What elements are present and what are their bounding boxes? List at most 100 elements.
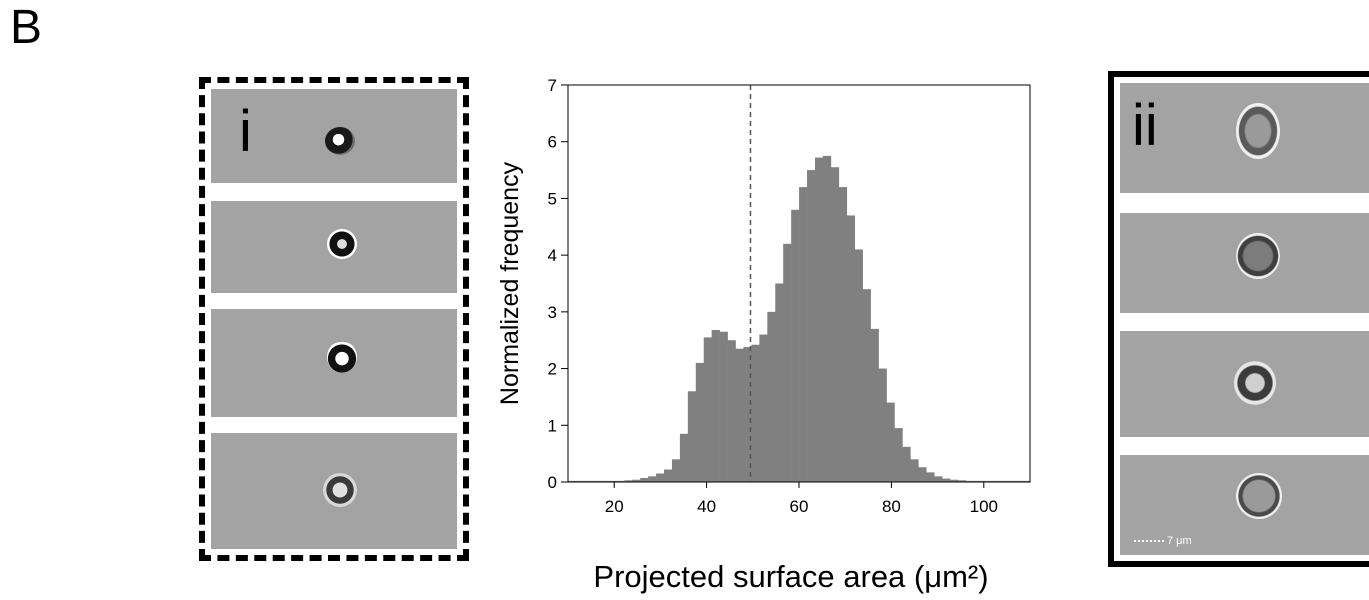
histogram-bar: [1021, 480, 1030, 482]
histogram-bar: [632, 479, 641, 482]
histogram-bar: [711, 330, 720, 482]
cell-image-strip: i: [211, 89, 457, 183]
x-tick-label: 40: [697, 497, 716, 516]
histogram-bar: [934, 476, 943, 482]
x-tick-label: 20: [605, 497, 624, 516]
x-tick-label: 100: [970, 497, 998, 516]
histogram-bar: [894, 428, 903, 482]
histogram-bar: [616, 480, 625, 482]
histogram-bar: [918, 467, 927, 482]
histogram-bar: [679, 433, 689, 482]
x-tick-label: 60: [790, 497, 809, 516]
cell-image-panel-i: i: [199, 77, 469, 561]
histogram-bar: [727, 340, 736, 482]
y-tick-label: 0: [548, 473, 557, 492]
histogram-bar: [973, 480, 983, 482]
histogram-bar: [576, 480, 585, 482]
histogram-bar: [862, 289, 871, 482]
histogram-bar: [814, 157, 824, 482]
histogram-bar: [886, 402, 895, 482]
cell-image: [325, 127, 355, 155]
y-tick-label: 4: [548, 246, 557, 265]
histogram-bar: [830, 167, 840, 482]
histogram-bar: [624, 480, 633, 482]
cell-image: [1236, 473, 1282, 519]
histogram-bar: [870, 328, 879, 482]
histogram-bar: [958, 480, 967, 482]
cell-image-strip: [1120, 213, 1369, 313]
panel-letter: B: [10, 1, 43, 54]
histogram-bar: [592, 480, 601, 482]
histogram-bar: [1013, 480, 1022, 482]
histogram-bar: [584, 480, 593, 482]
histogram-bar: [854, 249, 863, 482]
x-axis: 20 40 60 80 100: [605, 482, 998, 516]
cell-image: [323, 473, 357, 507]
cell-image: [1234, 361, 1276, 405]
histogram-bar: [751, 344, 760, 482]
y-tick-label: 1: [548, 416, 557, 435]
histogram-bar: [878, 368, 887, 482]
panel-label-ii: ii: [1132, 93, 1158, 158]
cell-image-strip: ii: [1120, 83, 1369, 193]
histogram-bar: [981, 480, 991, 482]
cell-image-strip: 7 μm: [1120, 455, 1369, 555]
y-tick-label: 6: [548, 133, 557, 152]
histogram-bar: [775, 283, 784, 482]
histogram-bar: [846, 215, 856, 482]
cell-image-strip: [211, 433, 457, 549]
cell-image-strip: [211, 201, 457, 293]
histogram-bar: [743, 347, 752, 482]
histogram-bar: [759, 334, 768, 482]
scale-bar-label: 7 μm: [1167, 535, 1192, 547]
x-axis-label: Projected surface area (μm²): [593, 559, 988, 594]
cell-image: [1236, 233, 1280, 279]
histogram-bar: [965, 480, 975, 482]
histogram-bar: [767, 311, 776, 482]
histogram-bar: [735, 348, 744, 482]
histogram-bar: [1005, 480, 1014, 482]
histogram-bar: [608, 480, 617, 482]
histogram-bar: [822, 155, 832, 482]
histogram-bar: [942, 478, 951, 482]
y-tick-label: 3: [548, 303, 557, 322]
cell-image: [327, 341, 357, 373]
cell-image: [327, 229, 357, 259]
histogram-bar: [600, 480, 609, 482]
y-tick-label: 7: [548, 76, 557, 95]
histogram-bar: [926, 472, 935, 482]
histogram-bar: [799, 187, 808, 482]
histogram-bar: [687, 391, 697, 482]
histogram-bar: [568, 480, 577, 482]
histogram-bar: [838, 187, 848, 482]
histogram-bars: [568, 155, 1030, 482]
histogram-bar: [950, 479, 959, 482]
y-tick-label: 2: [548, 360, 557, 379]
histogram-bar: [664, 469, 673, 482]
histogram-bar: [656, 473, 665, 482]
y-tick-label: 5: [548, 189, 557, 208]
cell-image-panel-ii: ii 7 μm: [1108, 71, 1369, 567]
histogram-bar: [997, 480, 1006, 482]
scale-bar: 7 μm: [1134, 535, 1192, 547]
y-axis: 0 1 2 3 4 5 6 7: [548, 76, 568, 492]
histogram-bar: [791, 209, 800, 482]
histogram-bar: [695, 362, 705, 482]
histogram-bar: [910, 459, 919, 482]
histogram-bar: [807, 170, 816, 482]
histogram-bar: [902, 446, 911, 482]
histogram-bar: [640, 478, 649, 482]
cell-image-strip: [211, 309, 457, 417]
histogram-bar: [719, 331, 728, 482]
cell-image-strip: [1120, 331, 1369, 437]
histogram-bar: [648, 476, 657, 482]
histogram-bar: [671, 459, 681, 482]
x-tick-label: 80: [882, 497, 901, 516]
panel-label-i: i: [239, 99, 252, 164]
histogram-chart: 0 1 2 3 4 5 6 7 20 40 60 80 100 Normalized frequenc…: [496, 76, 1031, 594]
y-axis-label: Normalized frequency: [496, 161, 524, 405]
histogram-bar: [989, 480, 999, 482]
histogram-bar: [703, 337, 712, 482]
scale-bar-line: [1134, 540, 1164, 543]
cell-image: [1236, 103, 1280, 159]
